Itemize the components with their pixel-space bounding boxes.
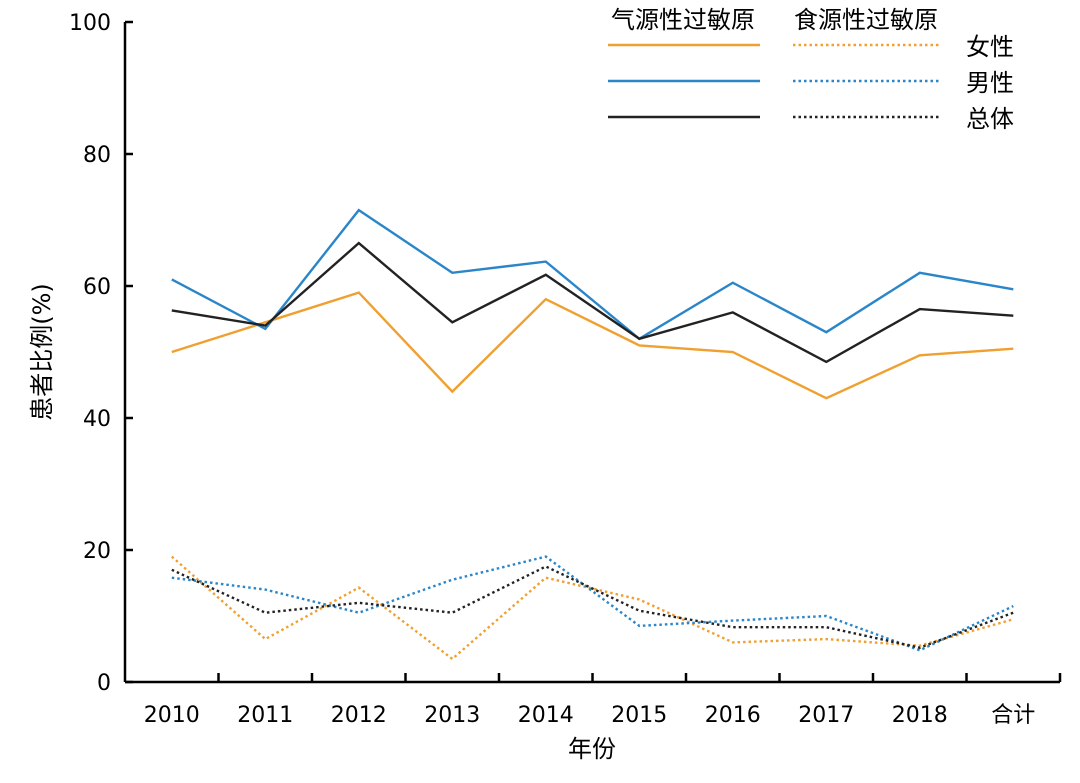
x-tick-label: 2014 [518, 703, 574, 728]
series-line-food-male [171, 555, 1014, 652]
x-tick-label: 2011 [237, 703, 293, 728]
x-axis-title: 年份 [568, 735, 616, 763]
legend-row-label: 总体 [966, 105, 1014, 133]
series-line-food-total [171, 565, 1014, 649]
x-tick-label: 2012 [331, 703, 387, 728]
series-line-food-female [171, 555, 1014, 661]
x-tick-label: 2010 [144, 703, 200, 728]
series-layer [171, 208, 1014, 661]
legend-column-header: 食源性过敏原 [794, 6, 938, 34]
legend-column-header: 气源性过敏原 [611, 6, 755, 34]
x-tick-label: 2017 [798, 703, 854, 728]
y-tick-label: 60 [83, 275, 111, 300]
x-tick-label: 合计 [991, 703, 1035, 728]
y-axis-title: 患者比例(%) [28, 283, 56, 421]
legend-row-label: 女性 [966, 33, 1014, 61]
x-tick-label: 2013 [424, 703, 480, 728]
chart-axes: 0 20 40 60 80 100 2010 2011 2012 2013 2014 2015 2016… [69, 11, 1062, 728]
series-line-airborne-male [171, 208, 1014, 341]
y-tick-label: 0 [97, 671, 111, 696]
y-tick-label: 20 [83, 539, 111, 564]
y-tick-label: 40 [83, 407, 111, 432]
x-tick-label: 2015 [611, 703, 667, 728]
legend-row-label: 男性 [966, 69, 1014, 97]
series-line-airborne-female [171, 291, 1014, 400]
y-tick-label: 80 [83, 143, 111, 168]
x-tick-label: 2018 [892, 703, 948, 728]
x-tick-label: 2016 [705, 703, 761, 728]
y-tick-label: 100 [69, 11, 111, 36]
series-line-airborne-total [171, 241, 1014, 364]
